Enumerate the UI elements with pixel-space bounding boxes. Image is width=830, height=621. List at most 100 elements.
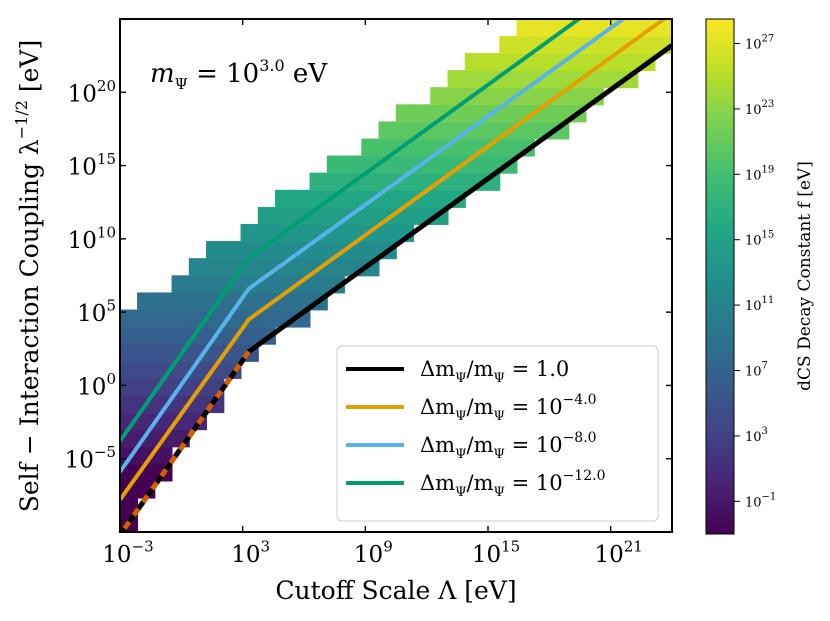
series-line <box>120 19 627 474</box>
x-tick-label: 103 <box>231 538 270 569</box>
heatmap-cell <box>137 309 156 328</box>
series-line <box>120 19 668 501</box>
heatmap-cell <box>275 189 294 208</box>
heatmap-cell <box>516 19 535 37</box>
legend-label: ΔmΨ/mΨ = 1.0 <box>420 357 569 386</box>
x-axis-label: Cutoff Scale Λ [eV] <box>275 576 516 605</box>
heatmap-cell <box>395 104 415 123</box>
heatmap-cell <box>292 189 311 208</box>
heatmap-cell <box>499 35 518 54</box>
colorbar-tick-label: 107 <box>745 361 768 380</box>
heatmap-cell <box>533 19 553 37</box>
heatmap-cell <box>447 70 466 89</box>
heatmap-cell <box>120 360 139 379</box>
y-axis-ticks: 10−5 100 105 1010 1015 1020 <box>65 77 672 474</box>
heatmap-cell <box>120 343 139 362</box>
colorbar-gradient <box>705 18 735 535</box>
y-tick-label: 1010 <box>68 223 116 254</box>
heatmap-cell <box>361 206 380 226</box>
heatmap-cell <box>361 138 380 157</box>
x-axis-ticks: 10−3 103 109 1015 1021 <box>102 19 643 568</box>
heatmap-cell <box>620 53 639 72</box>
heatmap-cell <box>533 53 553 72</box>
heatmap-cell <box>206 258 225 277</box>
x-tick-label: 10−3 <box>102 538 153 569</box>
y-tick-label: 10−5 <box>65 443 116 474</box>
heatmap-cell <box>464 104 484 123</box>
colorbar-tick-label: 1015 <box>745 230 774 249</box>
y-tick-label: 100 <box>77 370 116 401</box>
legend-label: ΔmΨ/mΨ = 10−4.0 <box>420 392 597 424</box>
heatmap-cell <box>120 326 139 345</box>
y-tick-label: 1015 <box>68 150 116 181</box>
heatmap-cell <box>171 309 190 328</box>
legend-label: ΔmΨ/mΨ = 10−8.0 <box>420 430 597 462</box>
colorbar-tick-label: 1011 <box>745 295 774 314</box>
heatmap-cell <box>292 223 311 243</box>
heatmap-cell <box>413 104 432 123</box>
heatmap-cell <box>120 395 139 414</box>
legend: ΔmΨ/mΨ = 1.0 ΔmΨ/mΨ = 10−4.0 ΔmΨ/mΨ = 10−8… <box>336 345 659 522</box>
y-tick-label: 1020 <box>68 77 116 108</box>
legend-box <box>336 345 659 522</box>
heatmap-cell <box>309 172 328 191</box>
colorbar: 10−1 103 107 1011 1015 1019 1023 1027 <box>705 18 776 535</box>
heatmap-cell <box>309 275 328 294</box>
heatmap-cell <box>482 53 501 72</box>
heatmap-cell <box>154 309 173 328</box>
heatmap-cell <box>378 223 397 243</box>
heatmap-cell <box>464 70 484 89</box>
heatmap-cell <box>137 292 156 311</box>
heatmap-cell <box>568 87 587 106</box>
heatmap-cell <box>413 138 432 157</box>
x-tick-label: 109 <box>354 538 393 569</box>
heatmap-cell <box>292 258 311 277</box>
heatmap-cell <box>620 19 639 37</box>
heatmap-cell <box>551 70 570 89</box>
heatmap-cell <box>223 241 242 260</box>
heatmap-cell <box>188 258 208 277</box>
colorbar-tick-label: 10−1 <box>745 491 776 510</box>
x-tick-label: 1015 <box>472 538 520 569</box>
heatmap-cell <box>137 343 156 362</box>
heatmap-cell <box>482 121 501 140</box>
heatmap-cell <box>344 189 363 208</box>
curves <box>120 19 672 532</box>
heatmap-cell <box>206 241 225 260</box>
y-axis-label: Self − Interaction Coupling λ−1/2 [eV] <box>12 40 44 512</box>
plot-frame <box>119 18 673 533</box>
heatmap-cell <box>395 121 415 140</box>
heatmap-cell <box>326 155 346 174</box>
colorbar-tick-label: 1023 <box>745 99 774 118</box>
colorbar-label: dCS Decay Constant f [eV] <box>795 161 815 391</box>
heatmap-cell <box>154 343 173 362</box>
colorbar-tick-label: 103 <box>745 426 768 445</box>
heatmap-cell <box>430 87 449 106</box>
heatmap-cell <box>240 223 259 243</box>
heatmap-cell <box>344 155 363 174</box>
heatmap-cell <box>430 189 449 208</box>
x-tick-label: 1021 <box>594 538 642 569</box>
heatmap-cell <box>171 275 190 294</box>
heatmap-cell <box>137 360 156 379</box>
heatmap-cell <box>188 292 208 311</box>
heatmap-cell <box>154 326 173 345</box>
heatmap-cell <box>171 326 190 345</box>
colorbar-tick-label: 1027 <box>745 34 774 53</box>
heatmap-cell <box>137 326 156 345</box>
heatmap-cell <box>464 53 484 72</box>
legend-label: ΔmΨ/mΨ = 10−12.0 <box>420 468 605 500</box>
heatmap-cell <box>257 206 277 226</box>
colorbar-tick-label: 1019 <box>745 164 774 183</box>
y-tick-label: 105 <box>77 297 116 328</box>
heatmap-cell <box>188 275 208 294</box>
heatmap-cell <box>378 121 397 140</box>
series-line <box>120 19 583 443</box>
heatmap-cell <box>499 138 518 157</box>
heatmap-cell <box>120 377 139 397</box>
heatmap-cell <box>171 292 190 311</box>
heatmap-cell <box>154 292 173 311</box>
mass-annotation: mΨ = 103.0 eV <box>150 56 328 93</box>
heatmap-cell <box>637 35 656 54</box>
